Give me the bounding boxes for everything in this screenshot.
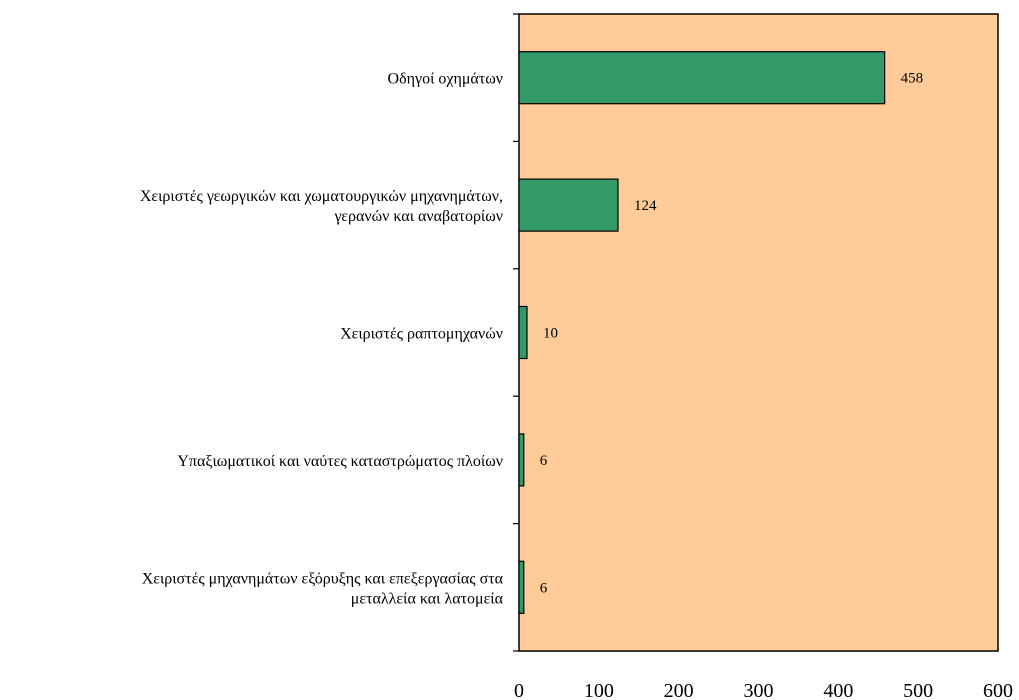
category-label-3: Υπαξιωματικοί και ναύτες καταστρώματος π… (177, 453, 503, 470)
category-label-0: Οδηγοί οχημάτων (388, 71, 503, 88)
x-tick-label-4: 400 (823, 680, 853, 700)
x-tick-label-2: 200 (664, 680, 694, 700)
x-tick-label-1: 100 (584, 680, 614, 700)
bar-1 (518, 178, 619, 232)
plot-area (518, 13, 999, 652)
bars-group (518, 51, 886, 614)
category-label-1: Χειριστές γεωργικών και χωματουργικών μη… (140, 188, 503, 225)
x-tick-label-0: 0 (514, 680, 524, 700)
data-label-0: 458 (901, 71, 924, 87)
bar-3 (518, 433, 525, 487)
axes-group (513, 13, 519, 652)
bar-4 (518, 560, 525, 614)
data-label-4: 6 (540, 580, 548, 596)
data-label-1: 124 (634, 198, 657, 214)
data-label-3: 6 (540, 453, 548, 469)
data-label-2: 10 (543, 326, 558, 342)
category-label-2: Χειριστές ραπτομηχανών (340, 326, 503, 343)
x-tick-label-6: 600 (983, 680, 1013, 700)
bar-0 (518, 51, 886, 105)
x-tick-label-5: 500 (903, 680, 933, 700)
labels-group: 458 Οδηγοί οχημάτων 124 Χειριστές γεωργικών… (140, 71, 1013, 700)
x-tick-label-3: 300 (744, 680, 774, 700)
bar-2 (518, 305, 528, 360)
category-label-4: Χειριστές μηχανημάτων εξόρυξης και επεξε… (142, 570, 504, 607)
